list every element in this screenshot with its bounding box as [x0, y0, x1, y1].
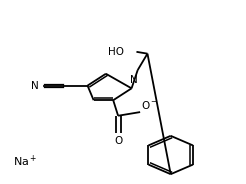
- Text: O: O: [114, 136, 122, 146]
- Text: HO: HO: [108, 47, 124, 57]
- Text: Na$^+$: Na$^+$: [13, 153, 37, 169]
- Text: O$^-$: O$^-$: [141, 99, 158, 111]
- Text: N: N: [31, 81, 39, 91]
- Text: N: N: [130, 75, 138, 85]
